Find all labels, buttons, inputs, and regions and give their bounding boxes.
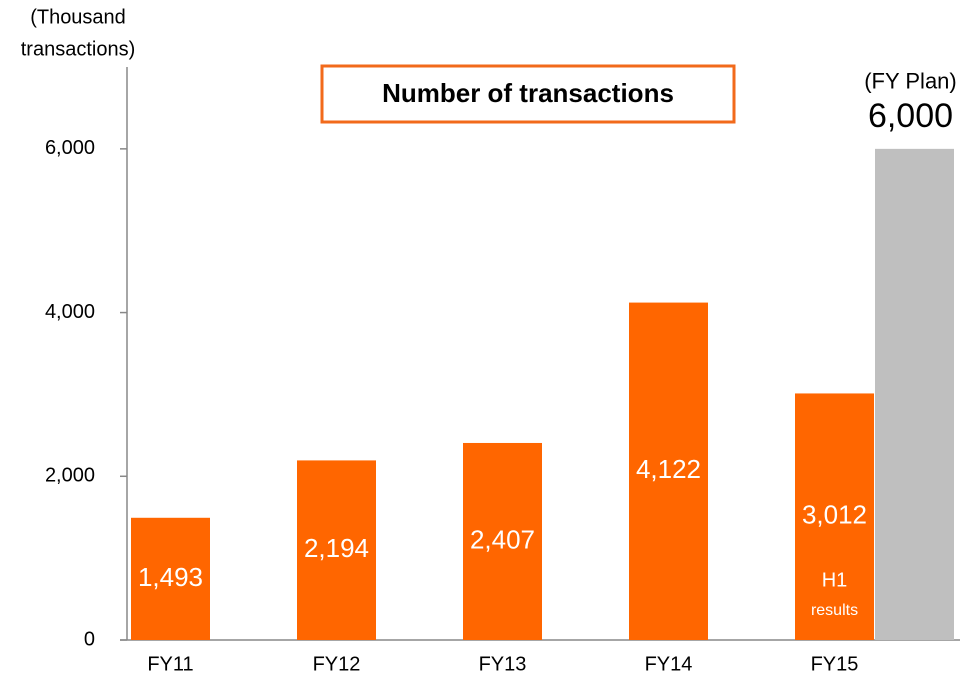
y-tick-label: 2,000 xyxy=(45,465,95,487)
bar xyxy=(131,517,210,640)
value-label: 2,407 xyxy=(470,524,535,554)
x-tick-label: FY13 xyxy=(479,653,527,675)
value-label: 2,194 xyxy=(304,533,369,563)
note: results xyxy=(811,602,858,619)
bar xyxy=(795,393,874,640)
y-axis-label: (Thousand xyxy=(30,6,126,28)
x-tick-label: FY15 xyxy=(811,653,859,675)
x-tick-label: FY14 xyxy=(645,653,693,675)
plan-label: (FY Plan) xyxy=(864,69,957,94)
value-label: 4,122 xyxy=(636,454,701,484)
y-axis-label: transactions) xyxy=(21,38,136,60)
y-tick-label: 6,000 xyxy=(45,137,95,159)
y-tick-label: 0 xyxy=(84,628,95,650)
y-tick-label: 4,000 xyxy=(45,301,95,323)
x-tick-label: FY12 xyxy=(313,653,361,675)
bar xyxy=(297,460,376,640)
bar xyxy=(629,302,708,640)
x-tick-label: FY11 xyxy=(147,653,193,675)
bar xyxy=(875,148,954,640)
plan-value-label: 6,000 xyxy=(868,97,953,135)
note: H1 xyxy=(822,569,848,591)
value-label: 1,493 xyxy=(138,562,203,592)
bar xyxy=(463,442,542,640)
chart-title: Number of transactions xyxy=(382,78,674,108)
title-box xyxy=(320,64,736,124)
value-label: 3,012 xyxy=(802,500,867,530)
